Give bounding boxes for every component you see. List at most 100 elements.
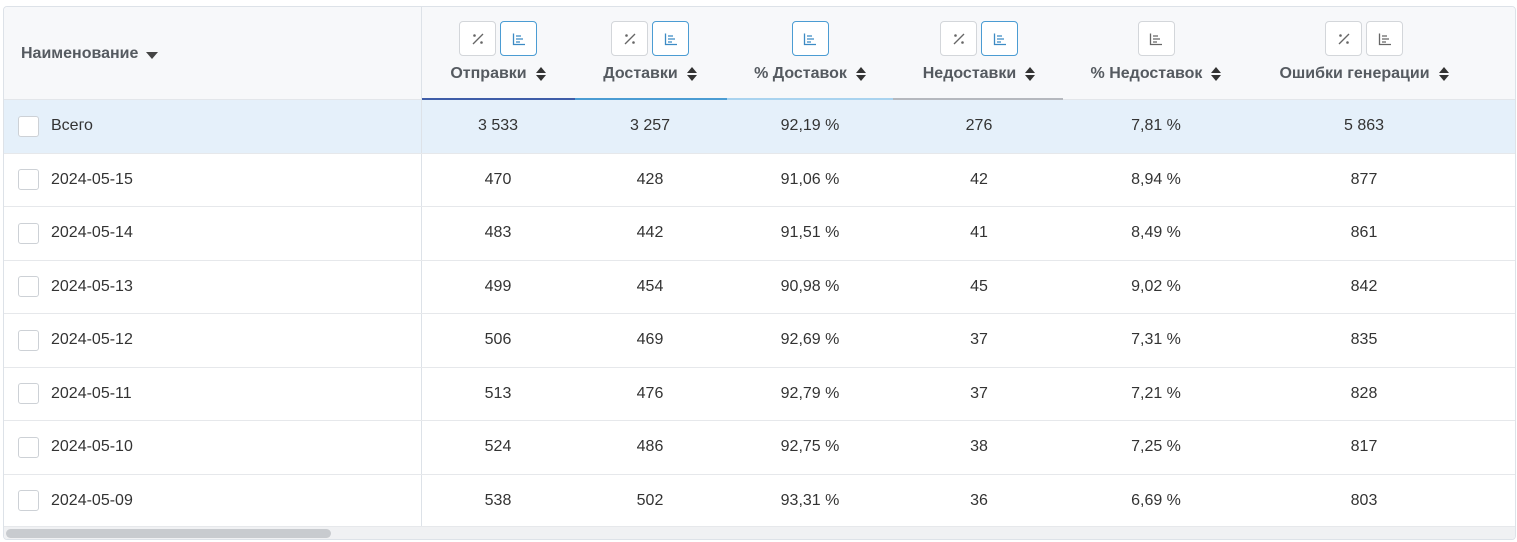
column-tools xyxy=(422,21,575,56)
row-checkbox[interactable] xyxy=(18,329,39,351)
percent-toggle-button[interactable] xyxy=(940,21,977,56)
total-row[interactable]: Всего 3 533 3 257 92,19 % 276 7,81 % 5 863 xyxy=(4,100,1515,154)
cell-sends: 513 xyxy=(484,384,512,402)
cell-deliveries: 442 xyxy=(636,224,664,242)
row-name: 2024-05-09 xyxy=(51,491,133,509)
sort-icon[interactable] xyxy=(855,67,866,81)
cell-non_deliveries: 41 xyxy=(970,224,988,242)
column-sort-header[interactable]: % Доставок xyxy=(727,65,893,83)
column-label: Доставки xyxy=(603,65,678,82)
column-sort-header[interactable]: Доставки xyxy=(574,65,726,83)
cell-delivery_pct: 92,69 % xyxy=(780,331,840,349)
horizontal-scrollbar[interactable] xyxy=(4,526,1515,539)
table-row[interactable]: 2024-05-13 499 454 90,98 % 45 9,02 % 842 xyxy=(4,260,1515,314)
table-body: Всего 3 533 3 257 92,19 % 276 7,81 % 5 863 2024… xyxy=(4,100,1515,528)
column-sort-header[interactable]: Недоставки xyxy=(894,65,1064,83)
row-checkbox[interactable] xyxy=(18,115,39,137)
cell-non_deliveries: 37 xyxy=(970,331,988,349)
bar-chart-icon xyxy=(1378,32,1392,46)
cell-sends: 483 xyxy=(484,224,512,242)
cell-delivery_pct: 92,19 % xyxy=(780,117,840,135)
column-sort-header[interactable]: % Недоставок xyxy=(1063,65,1250,83)
percent-toggle-button[interactable] xyxy=(1325,21,1362,56)
cell-non_deliveries: 276 xyxy=(965,117,993,135)
row-checkbox[interactable] xyxy=(18,436,39,458)
row-name-cell: 2024-05-09 xyxy=(4,474,422,527)
row-name-cell: 2024-05-12 xyxy=(4,314,422,367)
column-header-gen_errors: Ошибки генерации xyxy=(1250,7,1480,100)
cell-sends: 538 xyxy=(484,491,512,509)
row-checkbox[interactable] xyxy=(18,276,39,298)
cell-sends: 524 xyxy=(484,438,512,456)
cell-deliveries: 3 257 xyxy=(629,117,671,135)
column-sort-header[interactable]: Отправки xyxy=(422,65,575,83)
row-checkbox[interactable] xyxy=(18,169,39,191)
cell-delivery_pct: 90,98 % xyxy=(780,277,840,295)
column-sort-header[interactable]: Ошибки генерации xyxy=(1249,65,1479,83)
cell-sends: 3 533 xyxy=(477,117,519,135)
scrollbar-thumb[interactable] xyxy=(6,529,331,538)
bar-chart-toggle-button[interactable] xyxy=(1137,21,1175,56)
bar-chart-toggle-button[interactable] xyxy=(981,21,1018,56)
column-tools xyxy=(1063,21,1250,56)
cell-gen_errors: 861 xyxy=(1350,224,1378,242)
column-tools xyxy=(727,21,893,56)
bar-chart-toggle-button[interactable] xyxy=(791,21,829,56)
bar-chart-icon xyxy=(664,32,678,46)
cell-delivery_pct: 92,75 % xyxy=(780,438,840,456)
cell-gen_errors: 828 xyxy=(1350,384,1378,402)
cell-non_deliveries: 36 xyxy=(970,491,988,509)
cell-non_delivery_pct: 7,31 % xyxy=(1131,331,1181,349)
cell-deliveries: 454 xyxy=(636,277,664,295)
column-header-non_delivery_pct: % Недоставок xyxy=(1063,7,1250,100)
percent-toggle-button[interactable] xyxy=(611,21,648,56)
table-row[interactable]: 2024-05-10 524 486 92,75 % 38 7,25 % 817 xyxy=(4,421,1515,475)
bar-chart-icon xyxy=(512,32,526,46)
column-tools xyxy=(894,21,1064,56)
table-row[interactable]: 2024-05-15 470 428 91,06 % 42 8,94 % 877 xyxy=(4,153,1515,207)
cell-sends: 506 xyxy=(484,331,512,349)
column-tools xyxy=(1249,21,1479,56)
sort-icon[interactable] xyxy=(1438,67,1449,81)
cell-non_deliveries: 45 xyxy=(970,277,988,295)
series-color-bar xyxy=(422,98,575,101)
row-checkbox[interactable] xyxy=(18,383,39,405)
cell-non_delivery_pct: 8,94 % xyxy=(1131,170,1181,188)
row-checkbox[interactable] xyxy=(18,222,39,244)
row-name-cell: 2024-05-15 xyxy=(4,153,422,206)
cell-gen_errors: 877 xyxy=(1350,170,1378,188)
row-name: 2024-05-13 xyxy=(51,277,133,295)
sort-icon[interactable] xyxy=(1025,67,1036,81)
row-name-cell: 2024-05-11 xyxy=(4,367,422,420)
cell-non_delivery_pct: 7,21 % xyxy=(1131,384,1181,402)
column-label: % Недоставок xyxy=(1090,65,1203,82)
cell-deliveries: 428 xyxy=(636,170,664,188)
cell-non_delivery_pct: 7,25 % xyxy=(1131,438,1181,456)
bar-chart-toggle-button[interactable] xyxy=(652,21,689,56)
series-color-bar xyxy=(727,98,893,101)
percent-icon xyxy=(1337,32,1351,46)
sort-icon[interactable] xyxy=(535,67,546,81)
cell-non_delivery_pct: 6,69 % xyxy=(1131,491,1181,509)
row-checkbox[interactable] xyxy=(18,490,39,512)
table-row[interactable]: 2024-05-09 538 502 93,31 % 36 6,69 % 803 xyxy=(4,474,1515,528)
sort-desc-icon[interactable] xyxy=(146,51,159,59)
cell-deliveries: 486 xyxy=(636,438,664,456)
cell-deliveries: 476 xyxy=(636,384,664,402)
sort-icon[interactable] xyxy=(686,67,697,81)
percent-toggle-button[interactable] xyxy=(459,21,496,56)
cell-non_delivery_pct: 9,02 % xyxy=(1131,277,1181,295)
cell-non_deliveries: 38 xyxy=(970,438,988,456)
name-column-header[interactable]: Наименование xyxy=(4,7,422,100)
row-name-cell: Всего xyxy=(4,100,422,153)
cell-deliveries: 469 xyxy=(636,331,664,349)
table-row[interactable]: 2024-05-14 483 442 91,51 % 41 8,49 % 861 xyxy=(4,207,1515,261)
column-header-non_deliveries: Недоставки xyxy=(893,7,1064,101)
row-name-cell: 2024-05-13 xyxy=(4,260,422,313)
table-row[interactable]: 2024-05-11 513 476 92,79 % 37 7,21 % 828 xyxy=(4,367,1515,421)
bar-chart-toggle-button[interactable] xyxy=(500,21,537,56)
table-row[interactable]: 2024-05-12 506 469 92,69 % 37 7,31 % 835 xyxy=(4,314,1515,368)
bar-chart-toggle-button[interactable] xyxy=(1366,21,1403,56)
row-name: 2024-05-12 xyxy=(51,331,133,349)
sort-icon[interactable] xyxy=(1211,67,1222,81)
